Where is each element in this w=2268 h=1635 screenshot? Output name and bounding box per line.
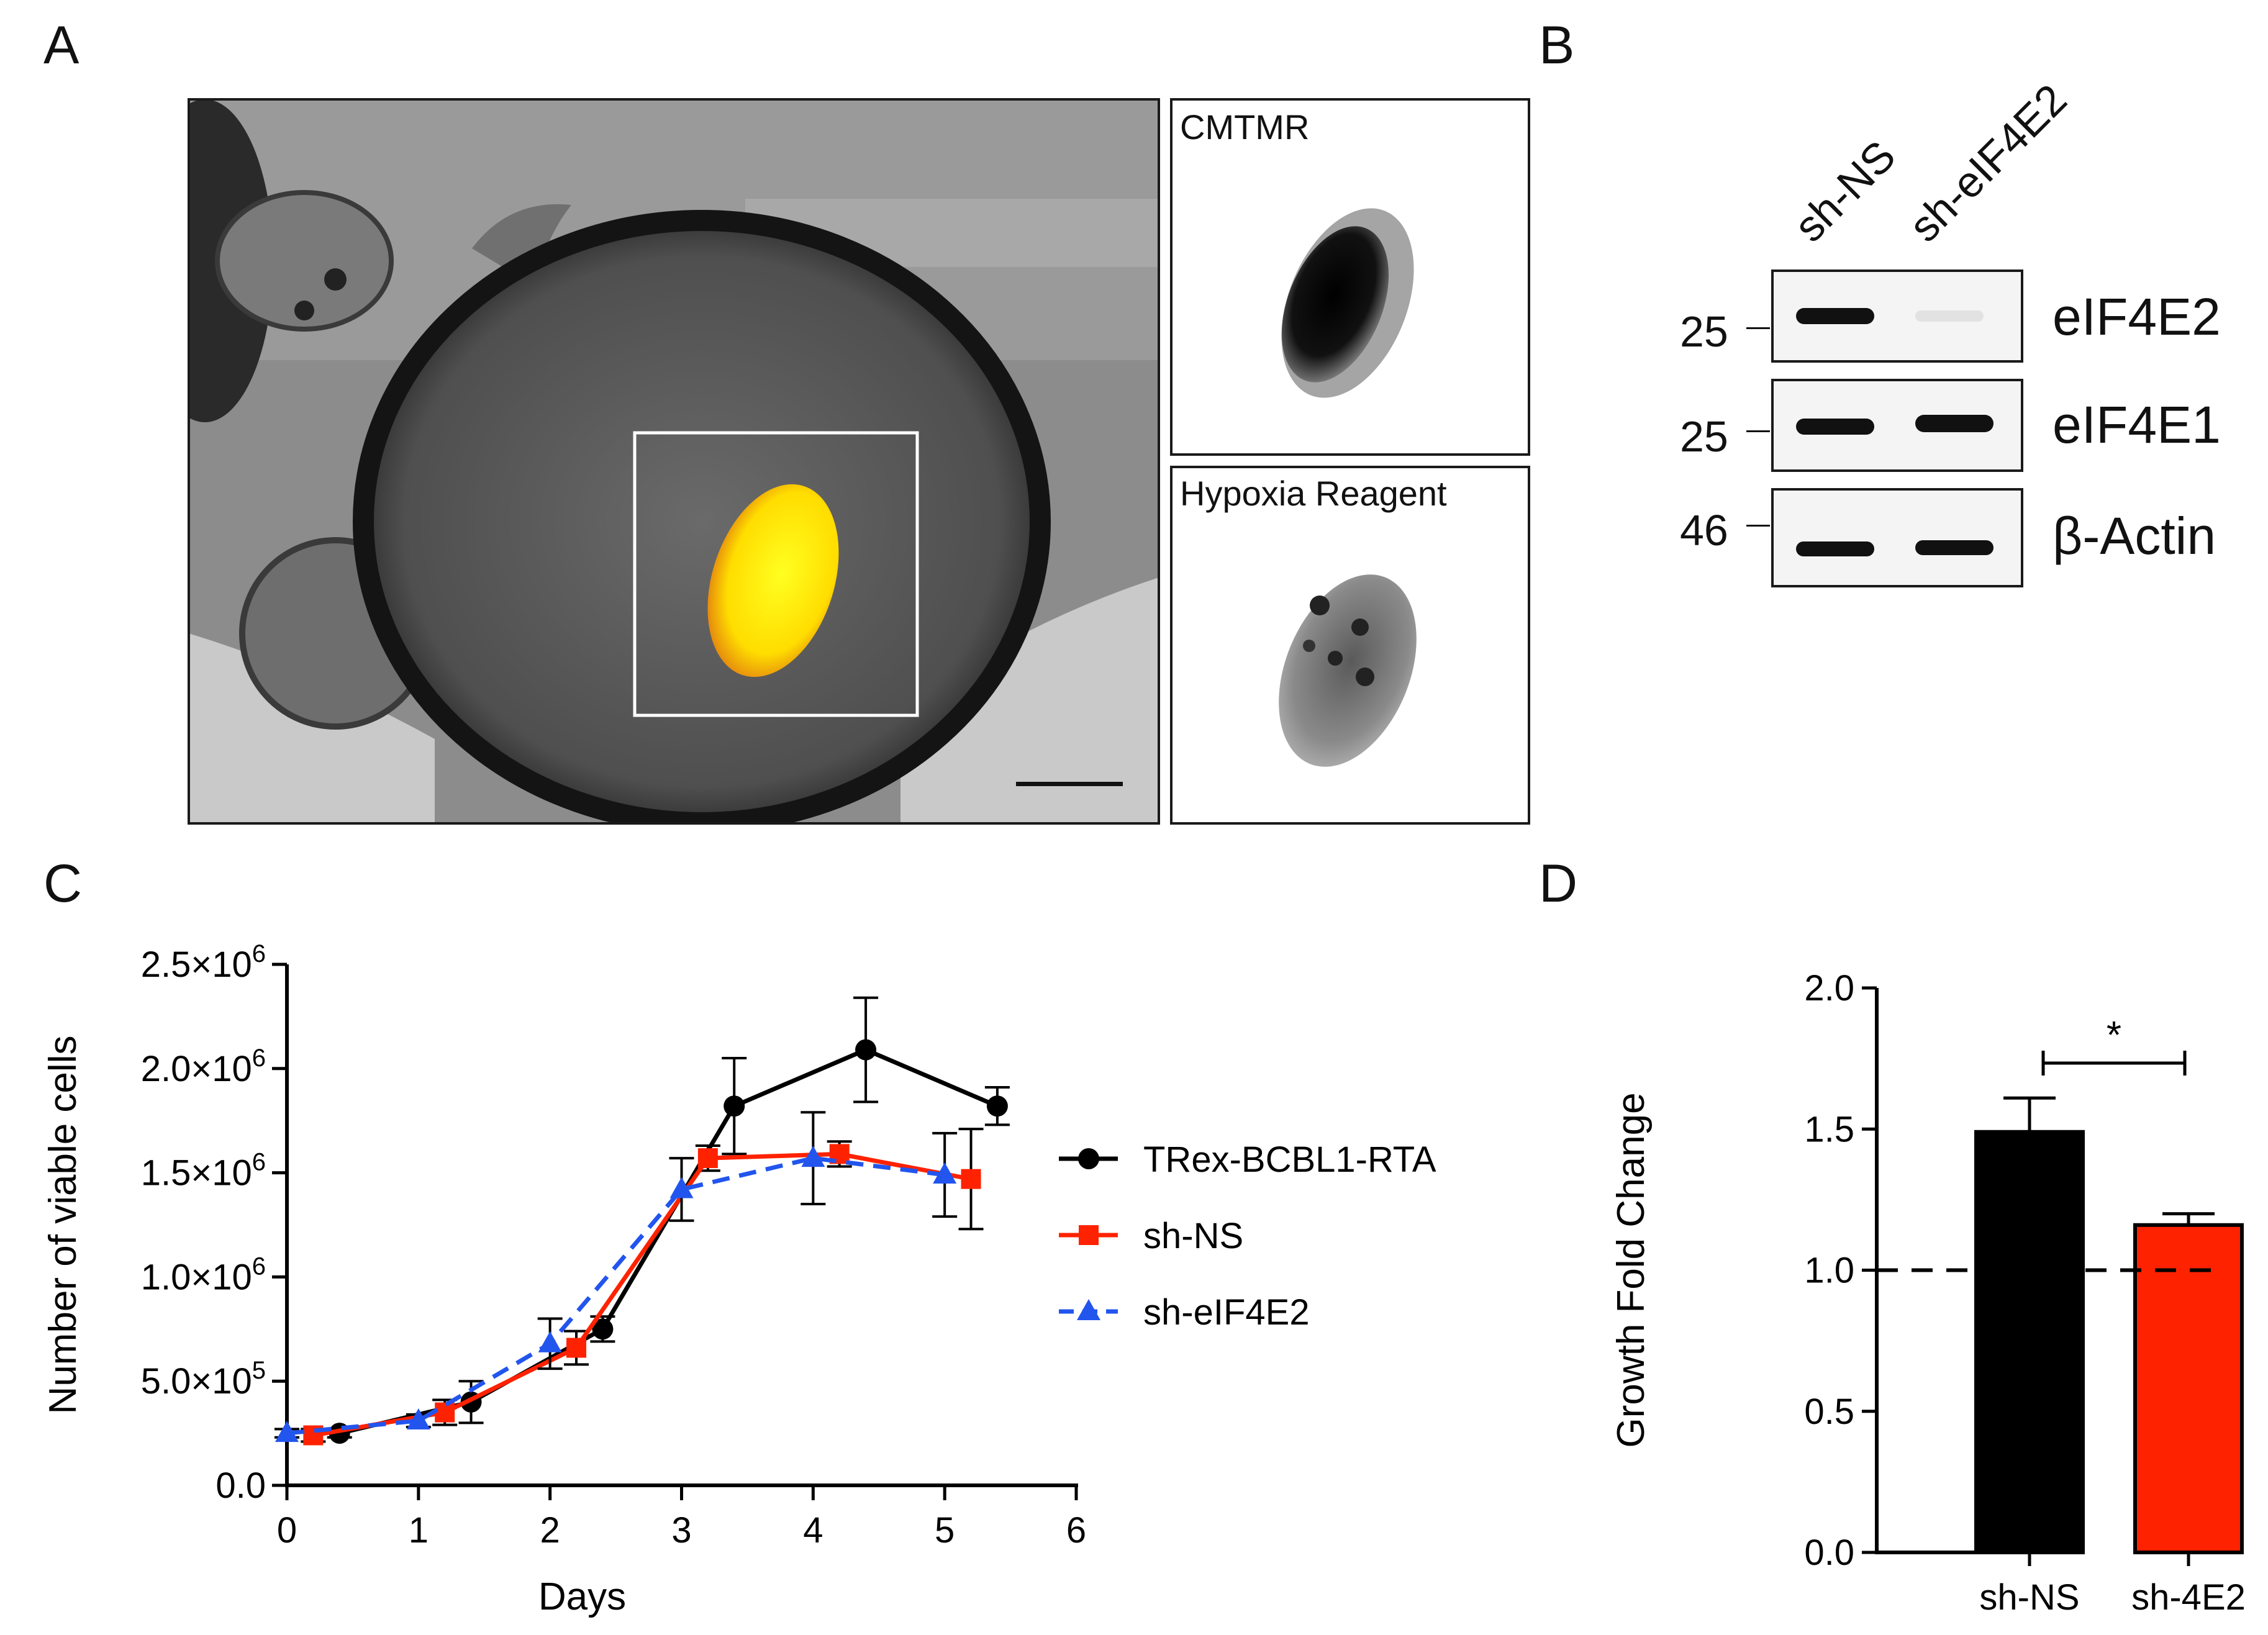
data-point bbox=[855, 1039, 877, 1061]
mw-label-actin: 46 bbox=[1680, 506, 1728, 555]
panel-letter-b: B bbox=[1539, 16, 1575, 75]
data-point bbox=[723, 1095, 745, 1117]
data-point bbox=[566, 1338, 587, 1358]
y-tick-label: 2.5×106 bbox=[141, 940, 266, 985]
series-sh-NS bbox=[301, 1128, 984, 1446]
x-tick-label: 2 bbox=[540, 1510, 560, 1551]
micrograph-frame bbox=[188, 98, 1160, 825]
data-point bbox=[538, 1331, 562, 1352]
mw-label-eif4e2: 25 bbox=[1680, 307, 1728, 356]
x-tick-label: sh-NS bbox=[1979, 1577, 2079, 1618]
chart-growth-curve: 0.0 5.0×105 1.0×106 1.5×106 2.0×106 2.5×106 0 1… bbox=[42, 940, 1436, 1618]
panel-a-micrograph bbox=[188, 98, 1530, 825]
inset-cmtmr bbox=[1170, 98, 1530, 456]
data-point bbox=[961, 1169, 981, 1189]
series-line bbox=[312, 1151, 972, 1438]
inset-label-cmtmr: CMTMR bbox=[1180, 107, 1310, 147]
panel-letter-c: C bbox=[43, 854, 83, 913]
inset-hypoxia bbox=[1170, 466, 1530, 825]
band-eif4e1-sh-ns bbox=[1796, 419, 1874, 435]
band-eif4e1-sh-eif4e2 bbox=[1915, 415, 1994, 432]
data-point bbox=[406, 1408, 430, 1429]
mw-tick-actin bbox=[1746, 525, 1770, 527]
y-tick-label: 1.0×106 bbox=[141, 1252, 266, 1297]
data-point bbox=[275, 1421, 299, 1443]
lane-label-sh-ns: sh-NS bbox=[1785, 131, 1905, 251]
y-tick-label: 0.0 bbox=[1804, 1533, 1854, 1573]
protein-label-eif4e1: eIF4E1 bbox=[2053, 396, 2221, 454]
legend-marker bbox=[1079, 1225, 1099, 1245]
mw-label-eif4e1: 25 bbox=[1680, 412, 1728, 461]
data-point bbox=[933, 1162, 957, 1184]
x-tick-label: 3 bbox=[671, 1510, 691, 1551]
blot-strip-eif4e2 bbox=[1771, 269, 2023, 363]
significance-star: * bbox=[2107, 1014, 2121, 1057]
y-tick-label: 0.5 bbox=[1804, 1392, 1854, 1432]
series-line bbox=[286, 1156, 945, 1436]
legend-label: sh-NS bbox=[1143, 1216, 1243, 1256]
x-tick-label: 6 bbox=[1066, 1510, 1086, 1551]
panel-letter-a: A bbox=[43, 16, 79, 75]
y-tick-label: 5.0×105 bbox=[141, 1357, 266, 1402]
mw-tick-eif4e1 bbox=[1746, 430, 1770, 432]
y-axis-label: Growth Fold Change bbox=[1610, 1092, 1653, 1447]
protein-label-eif4e2: eIF4E2 bbox=[2053, 288, 2221, 346]
band-eif4e2-sh-eif4e2 bbox=[1915, 310, 1984, 322]
blot-strip-eif4e1 bbox=[1771, 379, 2023, 472]
inset-label-hypoxia: Hypoxia Reagent bbox=[1180, 474, 1447, 513]
legend-marker bbox=[1077, 1299, 1100, 1320]
x-tick-label: 0 bbox=[277, 1510, 297, 1551]
band-actin-sh-eif4e2 bbox=[1915, 540, 1994, 555]
y-axis-label: Number of viable cells bbox=[42, 1036, 84, 1415]
band-actin-sh-ns bbox=[1796, 541, 1874, 556]
legend-label: TRex-BCBL1-RTA bbox=[1143, 1139, 1436, 1180]
y-tick-label: 2.0×106 bbox=[141, 1044, 266, 1089]
y-tick-label: 1.0 bbox=[1804, 1251, 1854, 1291]
x-tick-label: 1 bbox=[409, 1510, 429, 1551]
x-tick-label: 5 bbox=[935, 1510, 955, 1551]
legend-marker bbox=[1078, 1148, 1099, 1169]
series-sh-eIF4E2 bbox=[274, 1111, 958, 1443]
y-tick-label: 2.0 bbox=[1804, 968, 1854, 1008]
lane-label-sh-eif4e2: sh-eIF4E2 bbox=[1900, 75, 2076, 251]
x-tick-label: sh-4E2 bbox=[2131, 1577, 2246, 1618]
data-point bbox=[986, 1095, 1008, 1117]
y-tick-label: 1.5×106 bbox=[141, 1149, 266, 1193]
data-point bbox=[697, 1148, 718, 1169]
data-point bbox=[801, 1146, 825, 1167]
series-TRex-BCBL1-RTA bbox=[327, 996, 1010, 1444]
data-point bbox=[435, 1402, 455, 1423]
data-point bbox=[669, 1177, 694, 1198]
band-eif4e2-sh-ns bbox=[1796, 308, 1874, 324]
chart-fold-change: 0.0 0.5 1.0 1.5 2.0 Growth Fold Change sh-NS sh… bbox=[1610, 968, 2246, 1618]
bar-sh-NS bbox=[1974, 1130, 2085, 1555]
bar-sh-4E2 bbox=[2133, 1223, 2244, 1554]
panel-letter-d: D bbox=[1539, 854, 1578, 913]
protein-label-actin: β-Actin bbox=[2053, 507, 2216, 565]
data-point bbox=[592, 1318, 614, 1340]
mw-tick-eif4e2 bbox=[1746, 327, 1770, 329]
legend-label: sh-eIF4E2 bbox=[1143, 1292, 1310, 1333]
y-tick-label: 1.5 bbox=[1804, 1109, 1854, 1149]
x-tick-label: 4 bbox=[803, 1510, 823, 1551]
zebrafish-embryo-image bbox=[189, 99, 1159, 823]
x-axis-label: Days bbox=[538, 1575, 626, 1618]
y-tick-label: 0.0 bbox=[215, 1465, 266, 1506]
series-line bbox=[338, 1047, 999, 1436]
blot-strip-actin bbox=[1771, 488, 2023, 587]
